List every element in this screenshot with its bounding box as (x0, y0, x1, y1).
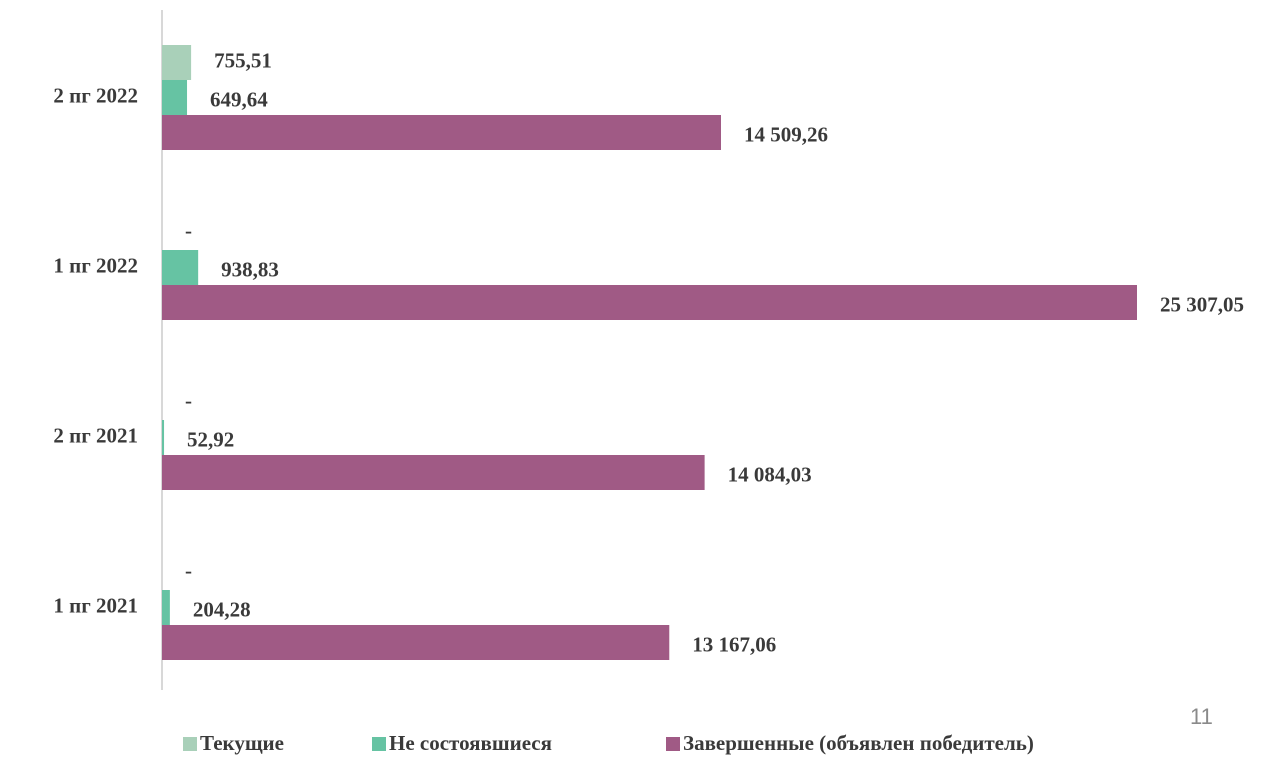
bar (162, 80, 188, 115)
legend-label: Завершенные (объявлен победитель) (683, 731, 1034, 755)
y-tick-label: 1 пг 2021 (53, 593, 138, 617)
data-label: 13 167,06 (692, 632, 776, 656)
data-label: 938,83 (221, 257, 279, 281)
y-tick-label: 2 пг 2022 (53, 83, 138, 107)
bar (162, 285, 1137, 320)
bar (162, 455, 705, 490)
legend-label: Текущие (200, 731, 284, 755)
bar (162, 45, 192, 80)
bar (162, 250, 199, 285)
data-label: 755,51 (214, 48, 272, 72)
data-label: 14 084,03 (728, 462, 812, 486)
bar (162, 115, 721, 150)
data-label: 649,64 (210, 87, 268, 111)
y-tick-label: 2 пг 2021 (53, 423, 138, 447)
bar (162, 625, 670, 660)
data-label: 25 307,05 (1160, 292, 1244, 316)
legend-swatch (183, 737, 197, 751)
data-label: - (185, 218, 192, 242)
legend-swatch (372, 737, 386, 751)
data-label: 52,92 (187, 427, 234, 451)
data-label: - (185, 388, 192, 412)
legend-swatch (666, 737, 680, 751)
data-label: 204,28 (193, 597, 251, 621)
data-label: - (185, 558, 192, 582)
data-label: 14 509,26 (744, 122, 828, 146)
bar (162, 420, 165, 455)
bar (162, 590, 170, 625)
legend-label: Не состоявшиеся (389, 731, 552, 755)
page-number: 11 (1190, 704, 1213, 729)
y-tick-label: 1 пг 2022 (53, 253, 138, 277)
